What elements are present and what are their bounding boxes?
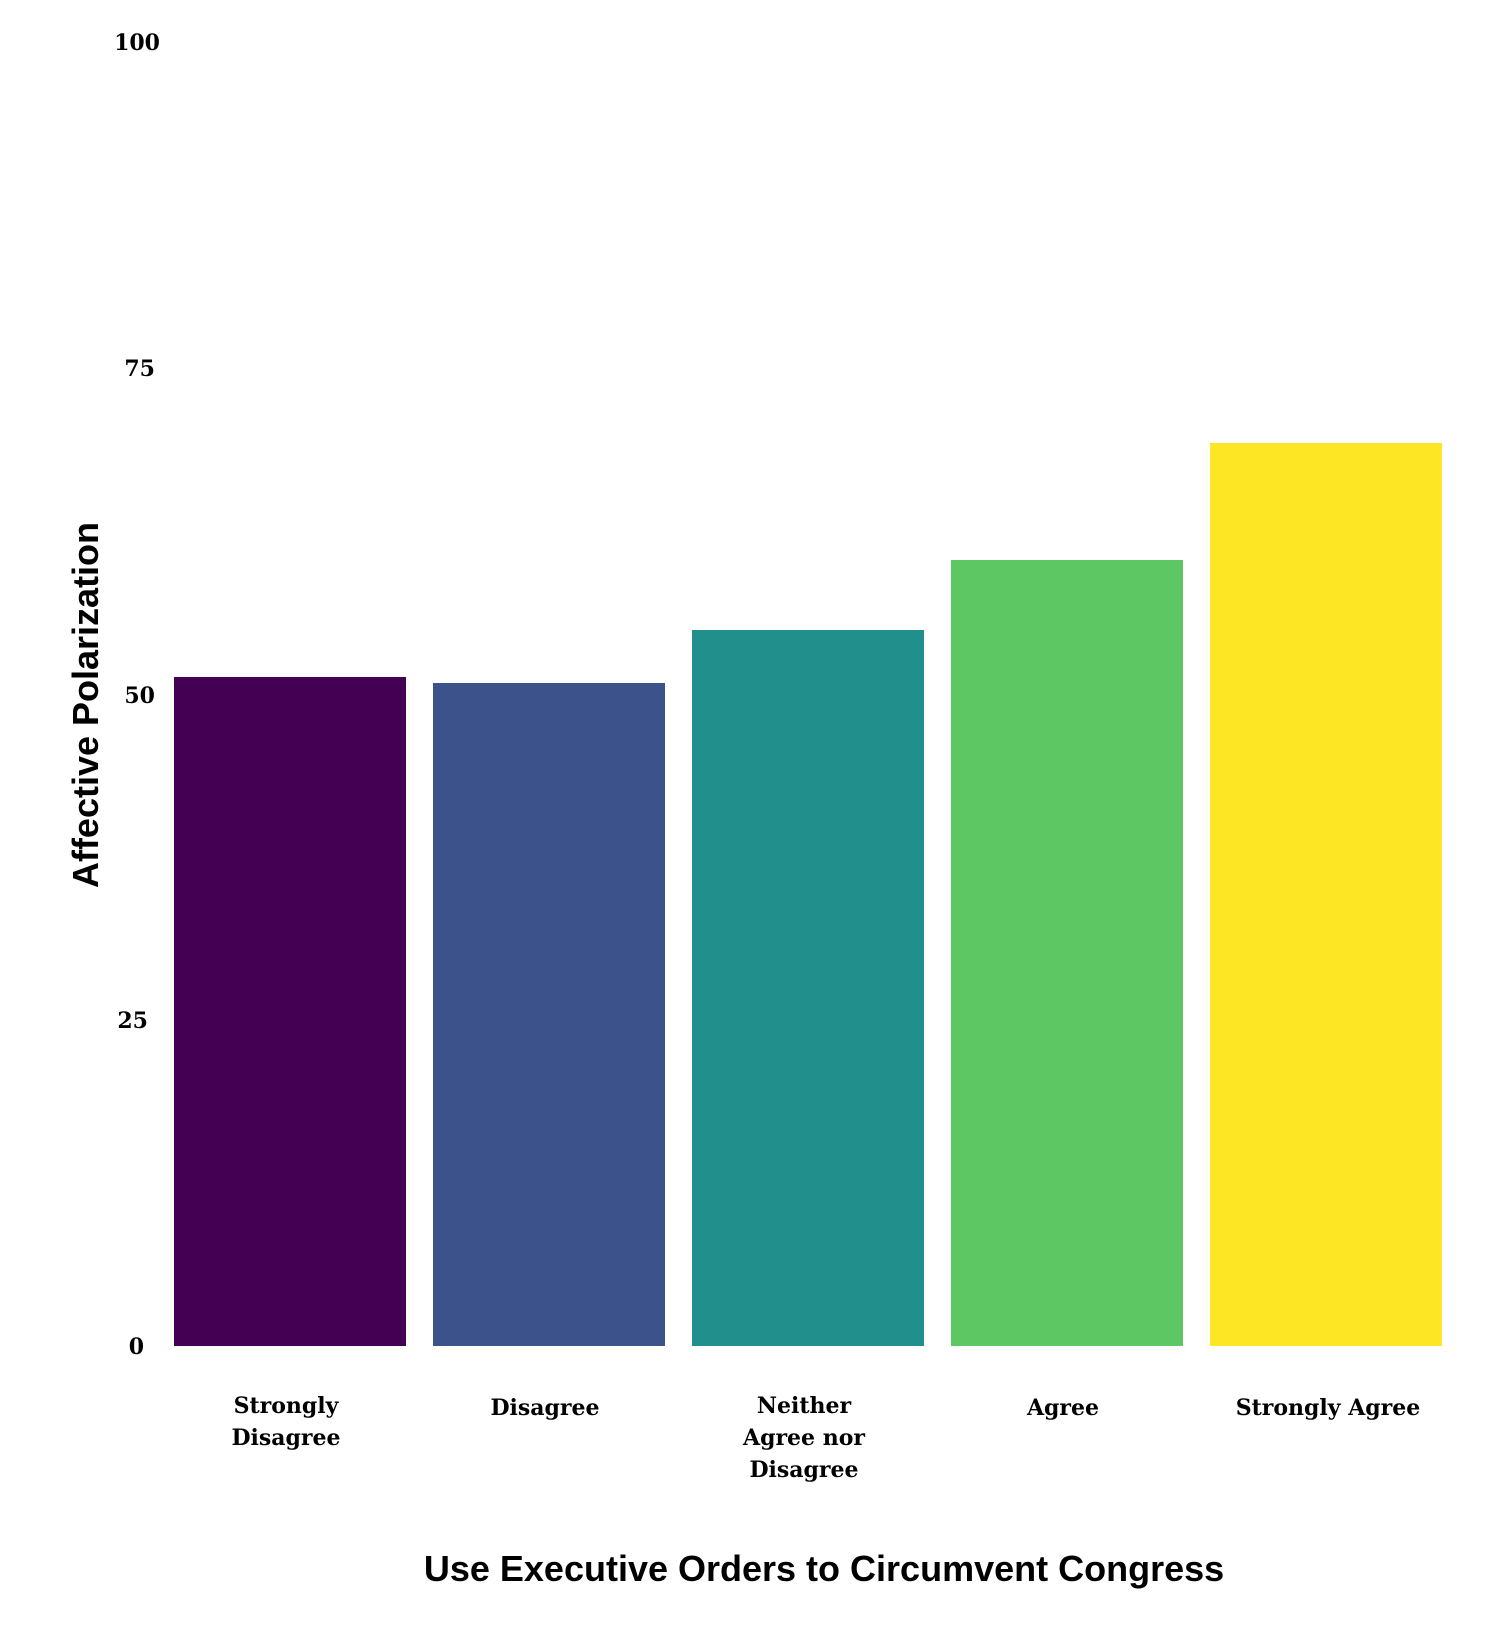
x-axis-label: Use Executive Orders to Circumvent Congr… <box>423 1548 1225 1589</box>
y-tick-100: 100 <box>114 30 160 56</box>
x-tick-agree: Agree <box>1026 1395 1100 1421</box>
y-tick-75: 75 <box>124 356 155 382</box>
x-tick-strongly-disagree: Strongly Disagree <box>231 1393 341 1451</box>
bar-neither-agree-nor-disagree <box>692 629 924 1346</box>
y-tick-50: 50 <box>124 683 155 709</box>
bar-agree <box>951 560 1183 1346</box>
bar-strongly-disagree <box>174 676 406 1346</box>
y-tick-0: 0 <box>128 1334 144 1360</box>
y-tick-25: 25 <box>117 1008 148 1034</box>
x-tick-disagree: Disagree <box>490 1395 600 1421</box>
x-tick-strongly-agree: Strongly Agree <box>1235 1395 1421 1421</box>
y-axis-label: Affective Polarization <box>65 521 106 889</box>
x-tick-neither-agree-nor-disagree: Neither Agree nor Disagree <box>743 1393 865 1483</box>
bar-disagree <box>433 683 665 1346</box>
bar-strongly-agree <box>1210 442 1442 1346</box>
